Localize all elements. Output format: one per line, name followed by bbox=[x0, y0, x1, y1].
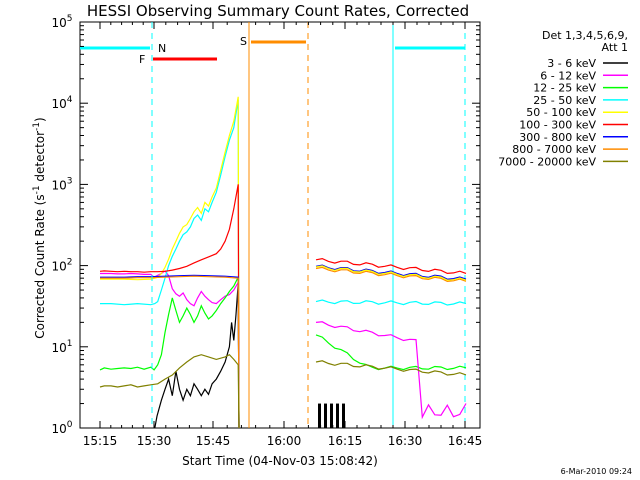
x-axis: 15:15 15:30 15:45 16:00 16:15 16:30 16:45 bbox=[83, 22, 483, 448]
y-tick-label-5: 105 bbox=[51, 14, 72, 30]
series-layer bbox=[99, 96, 240, 429]
legend-label-2: 12 - 25 keV bbox=[533, 82, 596, 95]
y-axis: 100 101 102 103 104 105 bbox=[51, 14, 480, 436]
post-gap-line-7 bbox=[315, 360, 467, 376]
legend-label-7: 800 - 7000 keV bbox=[512, 143, 596, 156]
post-gap-spike-1 bbox=[324, 403, 327, 428]
series-line-3 bbox=[100, 99, 240, 429]
post-gap-spike-0 bbox=[318, 403, 321, 428]
overlay-layer: S N F bbox=[80, 22, 466, 428]
saa-label: S bbox=[240, 35, 247, 48]
legend-header-detectors: Det 1,3,4,5,6,9, bbox=[542, 29, 628, 42]
legend-header-attenuator: Att 1 bbox=[602, 41, 628, 54]
y-axis-label: Corrected Count Rate (s-1 detector-1) bbox=[32, 117, 47, 338]
x-tick-label-3: 16:00 bbox=[267, 434, 302, 448]
legend-label-1: 6 - 12 keV bbox=[540, 69, 596, 82]
x-tick-label-6: 16:45 bbox=[448, 434, 483, 448]
x-tick-label-1: 15:30 bbox=[137, 434, 172, 448]
post-gap-line-1 bbox=[315, 264, 467, 280]
legend-label-4: 50 - 100 keV bbox=[526, 106, 596, 119]
series-line-4 bbox=[100, 96, 240, 429]
post-gap-layer bbox=[315, 257, 467, 428]
x-tick-label-0: 15:15 bbox=[83, 434, 118, 448]
post-gap-line-3 bbox=[315, 265, 467, 281]
flare-label: F bbox=[139, 53, 145, 66]
series-line-8 bbox=[99, 353, 240, 429]
y-tick-label-4: 104 bbox=[51, 95, 72, 111]
y-tick-label-2: 102 bbox=[51, 258, 72, 274]
x-tick-label-2: 15:45 bbox=[196, 434, 231, 448]
x-tick-label-5: 16:30 bbox=[388, 434, 423, 448]
legend-label-5: 100 - 300 keV bbox=[519, 119, 596, 132]
y-tick-label-3: 103 bbox=[51, 176, 72, 192]
post-gap-line-6 bbox=[315, 321, 467, 420]
legend-label-8: 7000 - 20000 keV bbox=[498, 155, 596, 168]
y-tick-label-0: 100 bbox=[51, 420, 72, 436]
series-line-7 bbox=[100, 275, 240, 429]
legend-label-0: 3 - 6 keV bbox=[547, 57, 596, 70]
series-line-5 bbox=[99, 184, 240, 429]
timestamp: 6-Mar-2010 09:24 bbox=[561, 467, 632, 476]
post-gap-line-0 bbox=[315, 257, 467, 275]
chart-title: HESSI Observing Summary Count Rates, Cor… bbox=[87, 2, 469, 20]
plot-area: S N F bbox=[79, 21, 481, 429]
post-gap-spike-2 bbox=[330, 403, 333, 428]
plot-frame bbox=[79, 21, 481, 429]
series-line-1 bbox=[100, 270, 240, 429]
post-gap-line-2 bbox=[315, 266, 467, 283]
series-line-2 bbox=[99, 276, 240, 429]
night-label: N bbox=[158, 42, 166, 55]
x-axis-label: Start Time (04-Nov-03 15:08:42) bbox=[182, 454, 378, 468]
legend-label-6: 300 - 800 keV bbox=[519, 131, 596, 144]
series-line-0 bbox=[154, 283, 240, 429]
legend-label-3: 25 - 50 keV bbox=[533, 94, 596, 107]
x-tick-label-4: 16:15 bbox=[328, 434, 363, 448]
y-tick-label-1: 101 bbox=[51, 339, 72, 355]
series-line-6 bbox=[100, 274, 240, 429]
post-gap-spike-4 bbox=[342, 403, 345, 428]
post-gap-line-4 bbox=[315, 299, 467, 306]
post-gap-spike-3 bbox=[336, 403, 339, 428]
